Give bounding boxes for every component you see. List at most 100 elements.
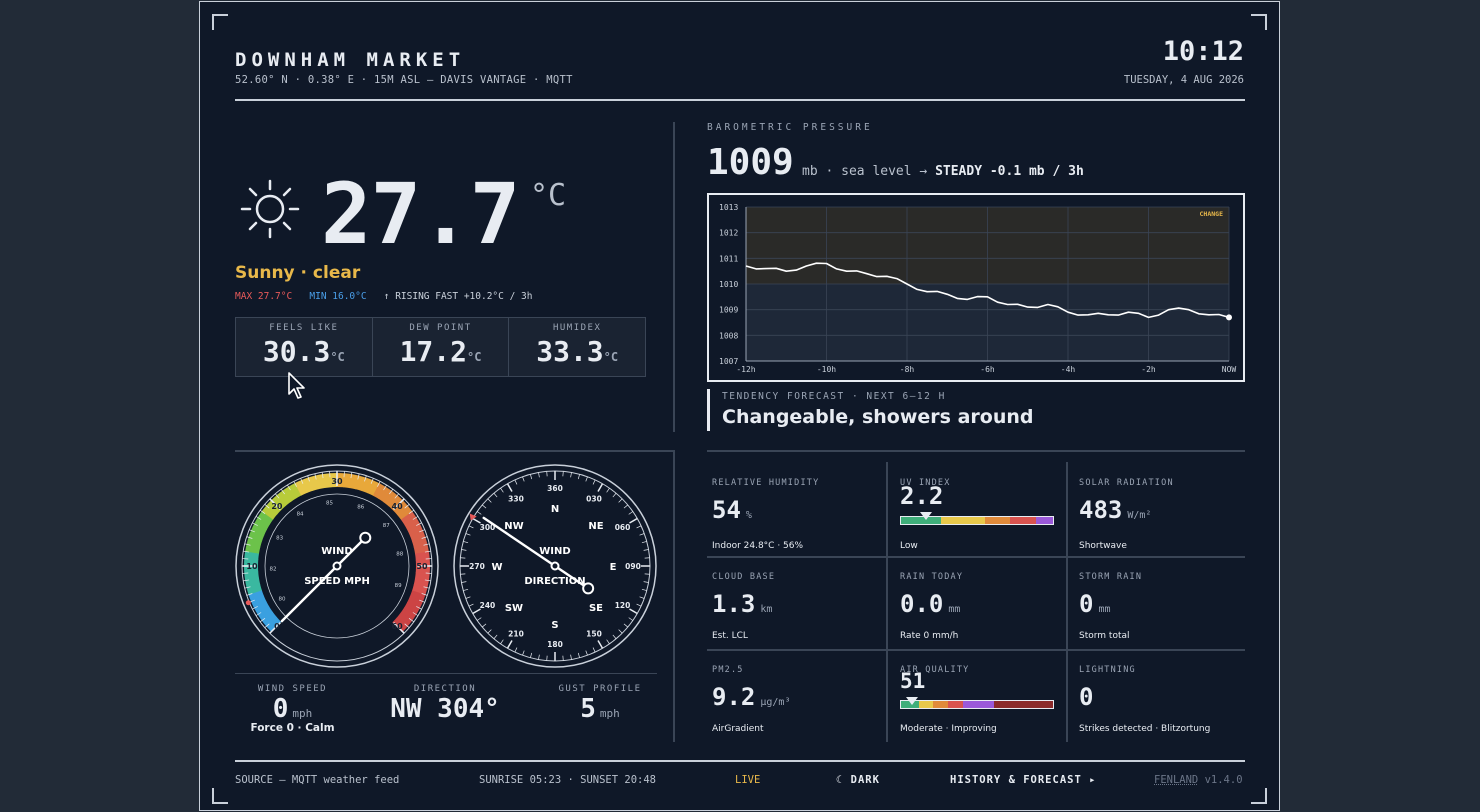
gauge-tick	[321, 472, 324, 479]
wind-direction-readout: DIRECTION NW 304°	[375, 684, 515, 724]
gauge-tick	[264, 504, 270, 509]
metric-sub: AirGradient	[712, 724, 764, 734]
metric-humidity: RELATIVE HUMIDITY 54% Indoor 24.8°C · 56…	[707, 466, 887, 559]
metric-value: 54%	[712, 496, 752, 524]
speed-band-segment	[253, 601, 270, 615]
compass-degree-label: 240	[480, 601, 496, 610]
divider	[235, 450, 675, 452]
x-tick-label: NOW	[1222, 365, 1237, 374]
x-tick-label: -6h	[980, 365, 995, 374]
aqi-pointer	[906, 697, 918, 705]
station-meta: 52.60° N · 0.38° E · 15M ASL — DAVIS VAN…	[235, 74, 573, 86]
gauge-tick	[404, 623, 410, 628]
gauge-tick	[416, 522, 422, 526]
gauge-tick	[419, 529, 425, 533]
speed-band-segment	[315, 474, 326, 490]
speed-band-segment	[322, 473, 332, 488]
wind-force: Force 0 · Calm	[250, 722, 335, 734]
y-tick-label: 1010	[719, 280, 738, 289]
dark-mode-toggle[interactable]: ☾ DARK	[836, 774, 880, 786]
compass-tick	[468, 525, 474, 529]
compass-tick	[592, 647, 596, 653]
compass-tick	[629, 608, 638, 615]
speed-band-segment	[246, 583, 262, 595]
compass-tick	[597, 483, 604, 492]
current-point	[1226, 314, 1232, 321]
frame-corner	[212, 788, 228, 804]
divider	[707, 450, 1245, 452]
gauge-tick	[370, 478, 374, 484]
gauge-tick	[412, 612, 419, 616]
speed-band-segment	[246, 536, 263, 548]
speed-band-segment	[244, 550, 260, 560]
metric-sub: Rate 0 mm/h	[900, 631, 959, 641]
compass-tick	[500, 639, 504, 645]
compass-tick	[506, 483, 513, 492]
compass-title: WIND	[539, 546, 570, 557]
history-forecast-link[interactable]: HISTORY & FORECAST ▸	[950, 774, 1097, 786]
compass-tick	[463, 588, 469, 591]
wind-speed-gauge: 0 10 20 30 40 50 60 80 82 83 84 85 86 87 88 89 WIND SPEED…	[235, 464, 439, 668]
card-label: FEELS LIKE	[269, 323, 339, 333]
compass-tick	[643, 549, 649, 551]
speed-band-segment	[257, 606, 274, 621]
compass-degree-label: 030	[586, 494, 602, 503]
compass-tick	[522, 476, 525, 482]
speed-band-segment	[404, 517, 421, 531]
compass-degree-label: 090	[625, 562, 641, 571]
compass-tick	[472, 608, 481, 615]
metric-label: AIR QUALITY	[900, 665, 970, 675]
live-indicator: LIVE	[735, 774, 761, 786]
speed-tick-label: 10	[246, 562, 258, 571]
speed-band-segment	[244, 571, 259, 581]
speed-band-segment	[294, 479, 308, 496]
compass-degree-label: 180	[547, 640, 563, 649]
speed-minor-label: 88	[396, 552, 403, 558]
station-name: DOWNHAM MARKET	[235, 49, 466, 71]
gauge-tick	[244, 543, 251, 546]
compass-cardinal-label: NE	[588, 521, 603, 532]
compass-cardinal-label: SE	[589, 603, 603, 614]
divider	[235, 673, 657, 674]
gauge-tick	[383, 484, 387, 491]
speed-band-segment	[403, 601, 420, 616]
speed-band-segment	[414, 572, 430, 582]
compass-tick	[461, 581, 467, 583]
gauge-tick	[287, 484, 291, 491]
compass-tick	[623, 504, 628, 509]
speed-band-segment	[378, 486, 393, 503]
frame-corner	[1251, 788, 1267, 804]
compass-tick	[487, 629, 492, 634]
speed-minor-label: 84	[297, 512, 304, 518]
dew-point-card: DEW POINT 17.2°C	[371, 317, 510, 377]
card-label: HUMIDEX	[552, 323, 602, 333]
divider	[886, 462, 888, 742]
compass-tick	[618, 498, 623, 503]
compass-tick	[643, 581, 649, 583]
gauge-tick	[314, 473, 317, 480]
metric-cloud-base: CLOUD BASE 1.3 km Est. LCL	[707, 560, 887, 653]
compass-cardinal-label: E	[610, 562, 617, 573]
gauge-tick	[300, 478, 304, 484]
y-tick-label: 1009	[719, 306, 738, 315]
compass-cardinal-label: NW	[504, 521, 523, 532]
metric-sub: Storm total	[1079, 631, 1130, 641]
temperature-cards: FEELS LIKE 30.3°C DEW POINT 17.2°C HUMID…	[235, 317, 647, 377]
compass-tick	[530, 652, 533, 658]
compass-cardinal-label: N	[551, 504, 559, 515]
metric-lightning: LIGHTNING 0 Strikes detected · Blitzortu…	[1074, 653, 1254, 746]
dashboard-frame: DOWNHAM MARKET 52.60° N · 0.38° E · 15M …	[199, 1, 1280, 811]
gauge-tick	[421, 536, 428, 539]
speed-needle-tail	[359, 531, 372, 544]
y-tick-label: 1013	[719, 203, 738, 212]
wind-speed-label: WIND SPEED	[257, 684, 328, 694]
compass-degree-label: 150	[586, 630, 602, 639]
metric-label: RELATIVE HUMIDITY	[712, 478, 820, 488]
compass-tick	[493, 493, 498, 498]
speed-band-segment	[257, 510, 274, 525]
compass-tick	[487, 498, 492, 503]
card-value: 17.2°C	[399, 335, 482, 368]
metric-sub: Strikes detected · Blitzortung	[1079, 724, 1211, 734]
speed-band-segment	[248, 529, 265, 542]
speed-minor-label: 87	[383, 523, 390, 529]
